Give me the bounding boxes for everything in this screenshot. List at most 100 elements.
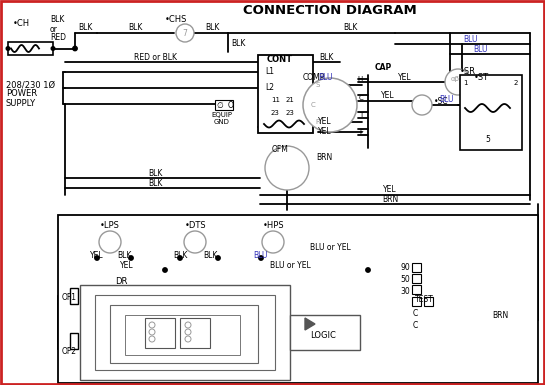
Circle shape <box>185 336 191 342</box>
Text: COMP: COMP <box>303 74 325 82</box>
Text: 30: 30 <box>400 286 410 296</box>
Circle shape <box>6 47 10 50</box>
Text: OF2: OF2 <box>62 348 77 357</box>
Text: BLK: BLK <box>231 38 245 47</box>
Text: EQUIP: EQUIP <box>211 112 233 118</box>
Text: BLK: BLK <box>203 251 217 259</box>
Bar <box>110 305 258 363</box>
Text: αβ: αβ <box>451 76 459 82</box>
Circle shape <box>51 47 55 50</box>
Bar <box>70 288 78 304</box>
Circle shape <box>185 322 191 328</box>
Text: RED: RED <box>50 33 66 42</box>
Text: 90: 90 <box>400 263 410 273</box>
Text: BLU or YEL: BLU or YEL <box>270 261 310 270</box>
Text: BLK: BLK <box>343 23 357 32</box>
Bar <box>125 315 240 355</box>
Text: or: or <box>50 25 58 33</box>
Text: BLU: BLU <box>463 35 477 44</box>
Text: BLK: BLK <box>319 52 333 62</box>
Text: BRN: BRN <box>316 152 332 161</box>
Text: C: C <box>311 102 316 108</box>
Circle shape <box>95 256 99 260</box>
Circle shape <box>163 268 167 272</box>
Text: CONT: CONT <box>267 55 293 65</box>
Bar <box>412 297 421 306</box>
Circle shape <box>445 69 471 95</box>
Text: 5: 5 <box>486 136 491 144</box>
Text: OFM: OFM <box>272 146 289 154</box>
Text: C: C <box>413 308 418 318</box>
Text: S: S <box>315 82 319 88</box>
Circle shape <box>149 322 155 328</box>
Text: •CHS: •CHS <box>165 15 187 25</box>
Text: YEL: YEL <box>318 127 332 137</box>
Polygon shape <box>305 318 315 330</box>
Text: 11: 11 <box>271 97 280 103</box>
Text: C: C <box>358 95 363 101</box>
Bar <box>145 318 175 348</box>
Text: GND: GND <box>214 119 230 125</box>
Text: •SC: •SC <box>434 97 449 105</box>
Bar <box>412 285 421 294</box>
Text: BLK: BLK <box>50 15 64 25</box>
Text: O: O <box>228 100 234 109</box>
Bar <box>460 75 522 150</box>
Text: CONNECTION DIAGRAM: CONNECTION DIAGRAM <box>243 5 417 17</box>
Text: •LPS: •LPS <box>100 221 120 229</box>
Bar <box>412 274 421 283</box>
Text: F: F <box>359 129 363 135</box>
Circle shape <box>129 256 133 260</box>
Text: DR: DR <box>115 278 128 286</box>
Text: •HPS: •HPS <box>263 221 284 229</box>
Circle shape <box>185 329 191 335</box>
Text: H: H <box>358 76 363 82</box>
Text: BLK: BLK <box>117 251 131 259</box>
Circle shape <box>184 231 206 253</box>
Text: YEL: YEL <box>90 251 104 259</box>
Circle shape <box>176 24 194 42</box>
Circle shape <box>412 95 432 115</box>
Bar <box>58 215 538 383</box>
Text: RED or BLK: RED or BLK <box>134 52 177 62</box>
Text: T: T <box>359 112 363 118</box>
Text: YEL: YEL <box>381 92 395 100</box>
Text: YEL: YEL <box>383 186 397 194</box>
Text: •DTS: •DTS <box>185 221 207 229</box>
Text: 7: 7 <box>183 28 187 37</box>
Text: LOGIC: LOGIC <box>310 330 336 340</box>
Circle shape <box>99 231 121 253</box>
Text: BLU or YEL: BLU or YEL <box>310 243 350 253</box>
Circle shape <box>216 256 220 260</box>
Bar <box>215 100 233 110</box>
Text: 50: 50 <box>400 276 410 285</box>
Circle shape <box>265 146 309 190</box>
Bar <box>180 318 210 348</box>
Circle shape <box>149 329 155 335</box>
Bar <box>8 42 53 55</box>
Text: •SR: •SR <box>460 67 476 75</box>
Text: BLU: BLU <box>318 74 332 82</box>
Text: CAP: CAP <box>375 62 392 72</box>
Text: 208/230 1Ø: 208/230 1Ø <box>6 80 55 89</box>
Text: BLU: BLU <box>440 95 454 104</box>
Circle shape <box>149 336 155 342</box>
Text: •CH: •CH <box>13 18 30 27</box>
Text: BLK: BLK <box>128 23 142 32</box>
Text: BLK: BLK <box>148 169 162 177</box>
Text: L2: L2 <box>265 84 274 92</box>
Text: 1: 1 <box>463 80 468 86</box>
Circle shape <box>178 256 182 260</box>
Bar <box>412 263 421 272</box>
Circle shape <box>366 268 370 272</box>
Text: BLK: BLK <box>205 23 219 32</box>
Text: 23: 23 <box>271 110 280 116</box>
Text: C: C <box>413 320 418 330</box>
Text: BLK: BLK <box>173 251 187 259</box>
Text: OF1: OF1 <box>62 293 77 303</box>
Text: BLU: BLU <box>254 251 268 259</box>
Text: TEST: TEST <box>415 296 434 305</box>
Text: YEL: YEL <box>318 117 332 127</box>
Text: BLK: BLK <box>78 23 92 32</box>
Bar <box>290 315 360 350</box>
